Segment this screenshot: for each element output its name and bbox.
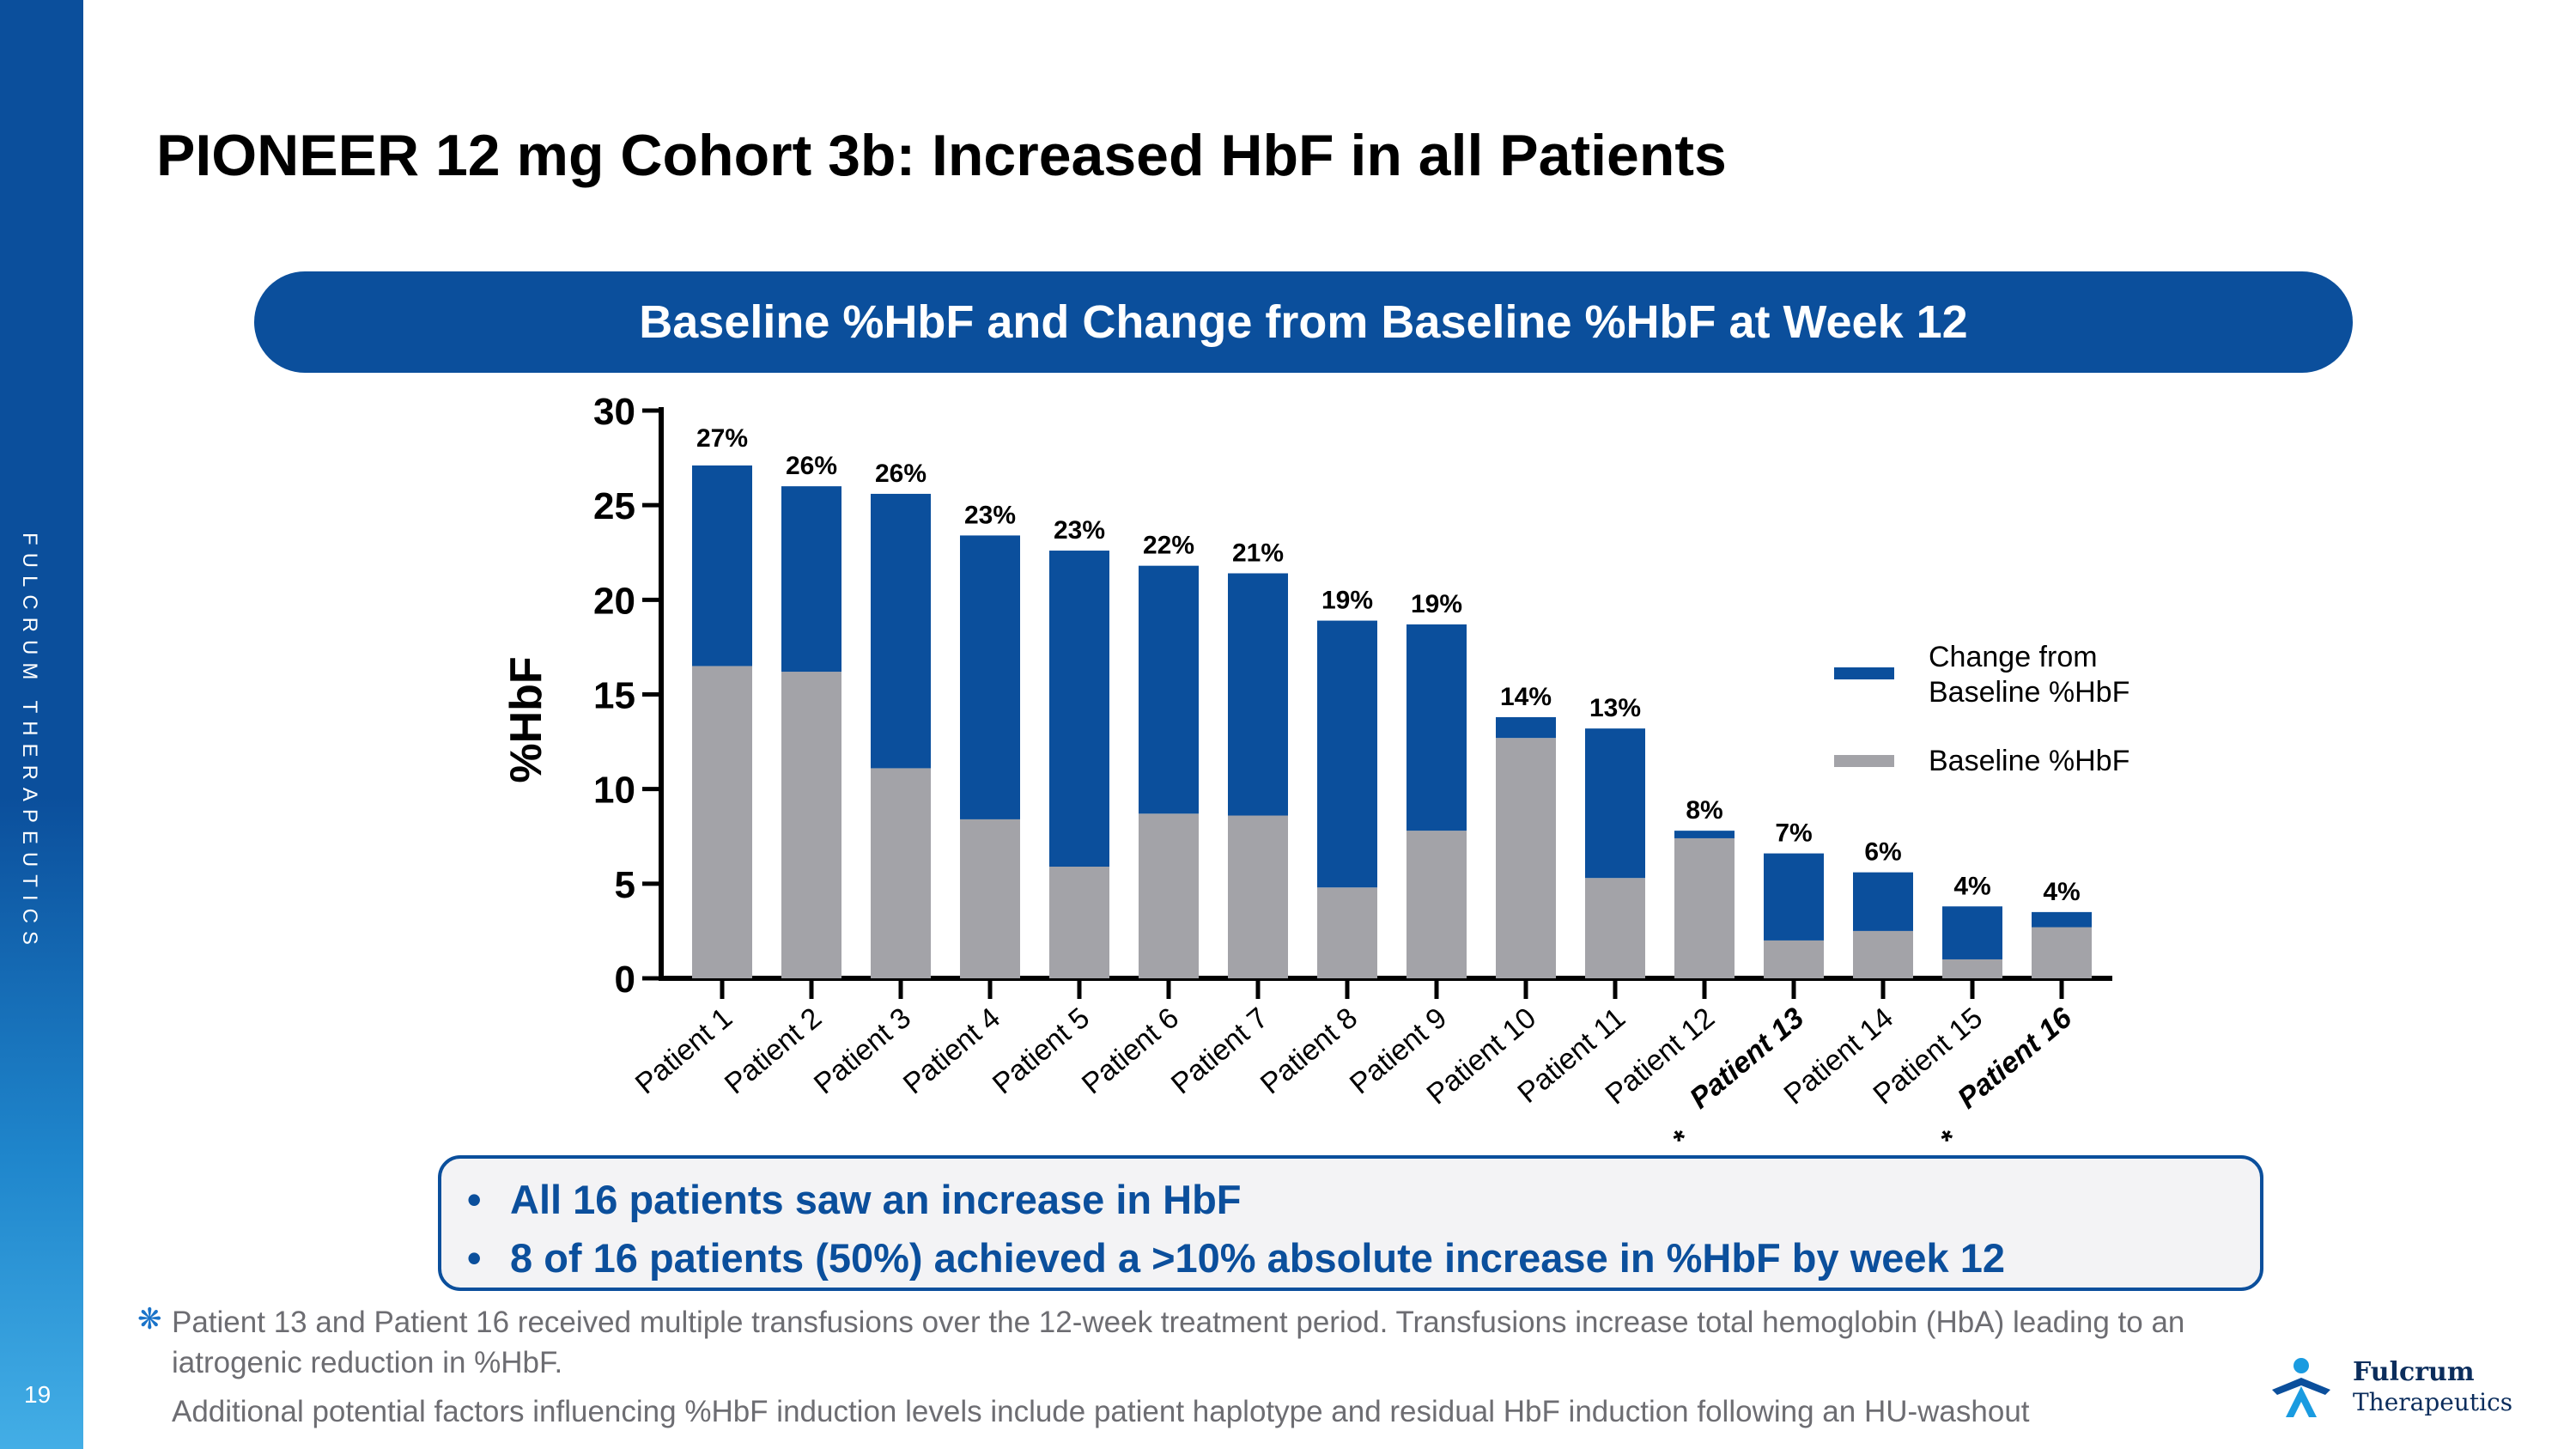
data-label: 26%: [786, 452, 837, 480]
bar-change: [781, 486, 841, 673]
bar-baseline: [1139, 813, 1199, 978]
star-marker: *: [1935, 1123, 1965, 1156]
bar-baseline: [871, 768, 931, 978]
bullet-dot: •: [467, 1177, 482, 1222]
bar-change: [1049, 551, 1109, 868]
y-axis-label: %HbF: [501, 656, 551, 782]
x-tick-label: Patient 5: [987, 1002, 1096, 1100]
data-label: 19%: [1411, 590, 1462, 618]
page-number: 19: [24, 1381, 52, 1408]
data-label: 23%: [1054, 516, 1105, 545]
data-label: 26%: [875, 460, 927, 488]
bar-baseline: [1317, 887, 1377, 978]
data-label: 8%: [1686, 796, 1722, 825]
y-tick-label: 0: [615, 959, 635, 1001]
footnote-marker-icon: ❋: [137, 1303, 162, 1336]
bar-change: [1853, 872, 1913, 931]
data-label: 21%: [1232, 539, 1284, 567]
data-label: 14%: [1500, 683, 1552, 711]
bar-baseline: [2032, 927, 2092, 978]
bullet-dot: •: [467, 1235, 482, 1281]
bar-change: [1764, 853, 1824, 941]
bar-baseline: [692, 666, 752, 978]
sidebar: FULCRUM THERAPEUTICS 19: [0, 0, 83, 1449]
x-tick-label: Patient 1: [629, 1002, 738, 1100]
summary-box: • All 16 patients saw an increase in HbF …: [438, 1155, 2263, 1291]
bar-baseline: [781, 672, 841, 978]
x-tick-label: Patient 6: [1076, 1002, 1185, 1100]
bar-change: [1317, 620, 1377, 888]
data-label: 6%: [1864, 838, 1901, 867]
bar-change: [1228, 573, 1288, 816]
bar-change: [1942, 906, 2002, 959]
data-label: 13%: [1589, 694, 1641, 722]
bar-change: [1496, 716, 1556, 739]
y-tick-label: 25: [593, 485, 635, 527]
data-label: 23%: [964, 501, 1016, 529]
bar-baseline: [1942, 959, 2002, 978]
logo-subtitle: Therapeutics: [2353, 1388, 2513, 1416]
summary-bullet: • All 16 patients saw an increase in HbF: [467, 1177, 1242, 1222]
x-tick-label: Patient 3: [808, 1002, 917, 1100]
y-tick-label: 10: [593, 770, 635, 812]
slide-title: PIONEER 12 mg Cohort 3b: Increased HbF i…: [156, 123, 1727, 188]
bar-baseline: [1228, 815, 1288, 978]
data-label: 4%: [2043, 878, 2080, 906]
chart-title: Baseline %HbF and Change from Baseline %…: [639, 296, 1968, 348]
data-label: 22%: [1143, 532, 1194, 560]
fulcrum-logo: Fulcrum Therapeutics: [2267, 1354, 2516, 1422]
x-tick-label: Patient 4: [897, 1002, 1006, 1100]
x-tick-label: Patient 7: [1165, 1002, 1274, 1100]
bar-baseline: [1496, 738, 1556, 978]
data-label: 27%: [696, 424, 748, 453]
y-tick-label: 15: [593, 675, 635, 717]
star-marker: *: [1668, 1123, 1698, 1156]
legend-label-change-line2: Baseline %HbF: [1929, 676, 2129, 709]
bar-change: [960, 535, 1020, 819]
legend-swatch-baseline: [1834, 755, 1894, 767]
data-label: 4%: [1953, 872, 1990, 900]
x-tick-label: Patient 8: [1255, 1002, 1364, 1100]
logo-name: Fulcrum: [2353, 1357, 2475, 1387]
bar-baseline: [1049, 867, 1109, 978]
legend-label-change-line1: Change from: [1929, 641, 2098, 673]
chart-banner: Baseline %HbF and Change from Baseline %…: [254, 271, 2353, 373]
bar-change: [1139, 565, 1199, 814]
y-tick-label: 20: [593, 580, 635, 622]
bar-baseline: [1674, 837, 1735, 978]
legend-swatch-change: [1834, 667, 1894, 679]
bar-change: [1674, 831, 1735, 838]
bar-change: [692, 465, 752, 667]
data-label: 19%: [1321, 587, 1373, 615]
legend-label-baseline: Baseline %HbF: [1929, 745, 2129, 777]
summary-bullet: • 8 of 16 patients (50%) achieved a >10% …: [467, 1235, 2006, 1281]
bar-change: [1585, 728, 1645, 879]
y-tick-label: 5: [615, 864, 635, 906]
bar-baseline: [1853, 930, 1913, 978]
bar-baseline: [960, 819, 1020, 978]
x-tick-label: Patient 2: [719, 1002, 828, 1100]
bar-baseline: [1406, 831, 1467, 978]
bar-change: [1406, 624, 1467, 831]
stacked-bar-chart: 0 5 10 15 20 25 30 %HbF 27% Patient 1 26% Patient 2…: [501, 391, 2129, 1156]
bar-baseline: [1764, 940, 1824, 978]
fulcrum-logo-icon: [2272, 1358, 2330, 1417]
bar-change: [2032, 911, 2092, 928]
bar-baseline: [1585, 878, 1645, 978]
footnote-line-2: Additional potential factors influencing…: [172, 1395, 2030, 1428]
y-tick-label: 30: [593, 391, 635, 433]
footnote-line-1: Patient 13 and Patient 16 received multi…: [172, 1306, 2185, 1379]
data-label: 7%: [1775, 819, 1812, 848]
bar-change: [871, 493, 931, 769]
